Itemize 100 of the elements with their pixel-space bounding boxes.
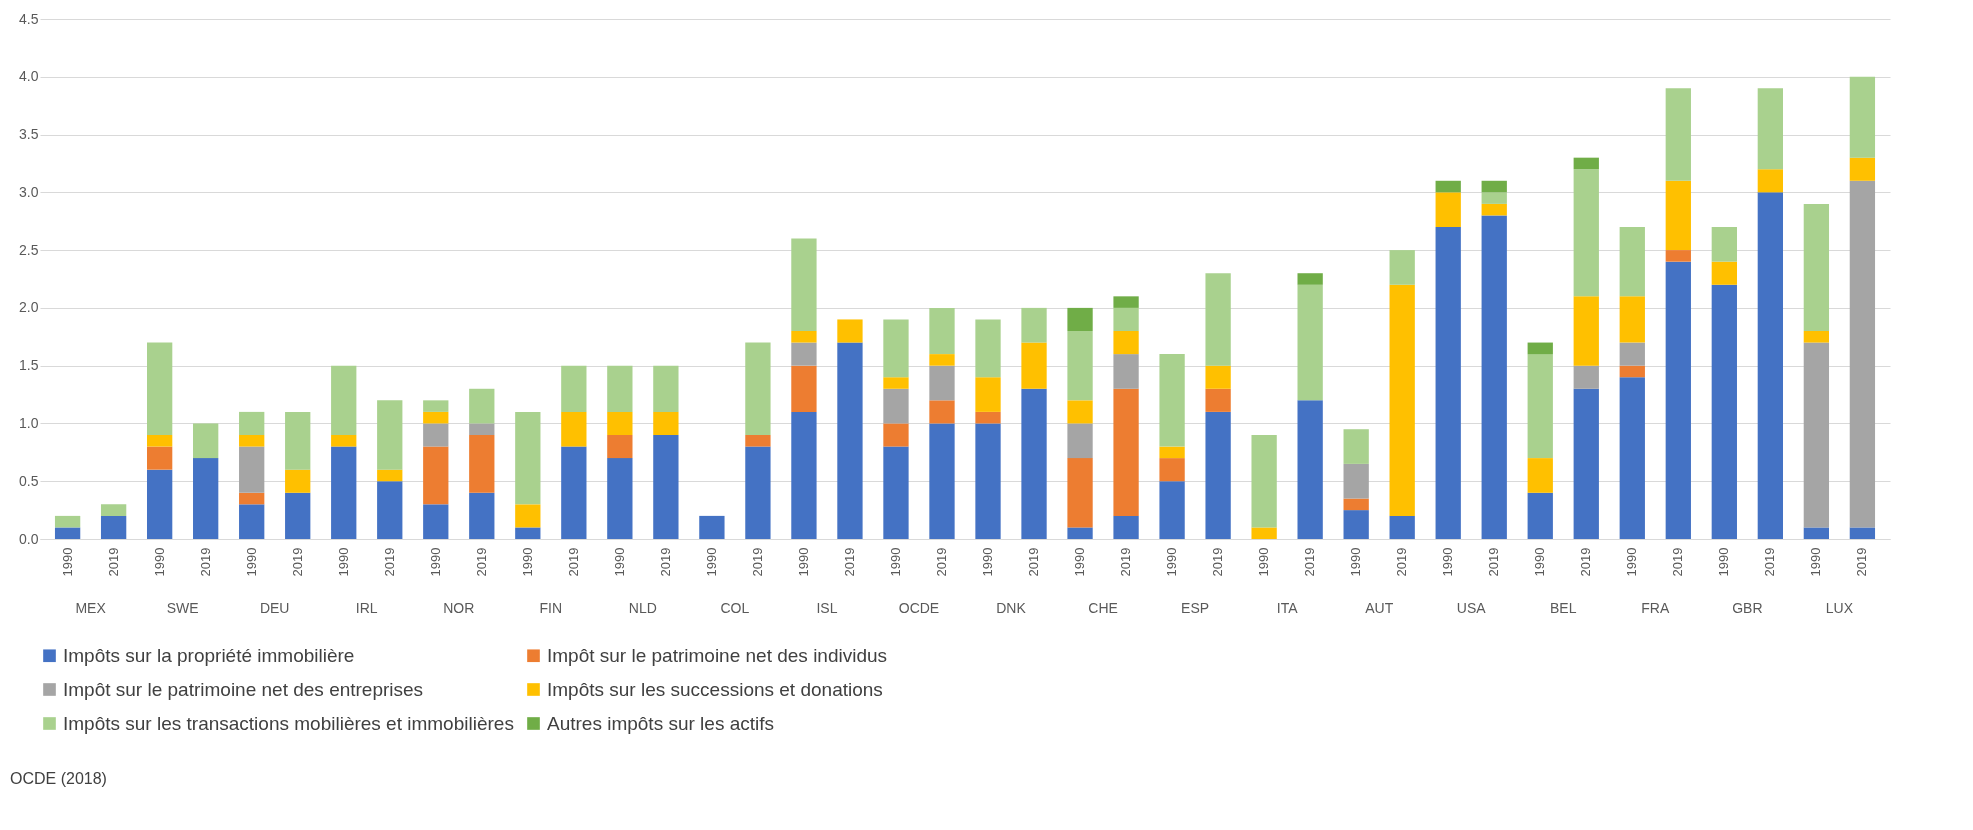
bar bbox=[929, 423, 955, 539]
bar bbox=[100, 504, 127, 516]
x-tick-label: 1990 bbox=[887, 547, 903, 577]
bar bbox=[1619, 342, 1645, 366]
bar bbox=[607, 411, 633, 435]
y-tick-label: 1.0 bbox=[19, 414, 39, 431]
bar bbox=[653, 411, 679, 435]
bar bbox=[1067, 458, 1093, 528]
x-tick-label: 2019 bbox=[381, 547, 397, 577]
bar bbox=[1803, 342, 1830, 528]
bar bbox=[1711, 227, 1737, 262]
bar bbox=[791, 331, 817, 343]
bar bbox=[1849, 180, 1876, 528]
bar bbox=[239, 504, 265, 539]
x-tick-label: 2019 bbox=[1210, 547, 1226, 577]
x-tick-label: 1990 bbox=[980, 547, 996, 577]
bar bbox=[515, 527, 541, 539]
bar bbox=[929, 400, 955, 424]
bar bbox=[1159, 458, 1185, 482]
text: NOR bbox=[443, 600, 475, 616]
bar bbox=[653, 435, 679, 539]
bar bbox=[1757, 192, 1783, 539]
bar bbox=[1435, 227, 1461, 539]
bar bbox=[837, 342, 863, 539]
bar bbox=[791, 342, 817, 366]
bar bbox=[607, 458, 633, 539]
bar bbox=[423, 504, 449, 539]
bar bbox=[147, 435, 173, 447]
bar bbox=[331, 446, 357, 539]
text: LUX bbox=[1825, 600, 1854, 616]
bar bbox=[1113, 354, 1139, 389]
bar bbox=[561, 411, 587, 447]
bar bbox=[1435, 180, 1461, 193]
bar bbox=[1297, 273, 1323, 285]
x-tick-label: 1990 bbox=[1808, 547, 1824, 577]
bar bbox=[883, 423, 909, 447]
x-tick-label: 2019 bbox=[197, 547, 213, 577]
bar bbox=[1113, 296, 1139, 308]
y-tick-label: 4.0 bbox=[19, 68, 39, 85]
bar bbox=[1389, 515, 1415, 539]
bar bbox=[515, 504, 541, 528]
bar bbox=[469, 388, 495, 424]
x-tick-label: 2019 bbox=[1854, 547, 1870, 577]
legend-label: Impôts sur les successions et donations bbox=[547, 678, 883, 700]
text: FRA bbox=[1641, 600, 1670, 616]
bar bbox=[1067, 400, 1093, 424]
bar bbox=[1297, 400, 1323, 539]
bar bbox=[653, 365, 679, 412]
text: CHE bbox=[1088, 600, 1118, 616]
bar bbox=[285, 411, 311, 470]
x-tick-label: 1990 bbox=[611, 547, 627, 577]
x-tick-label: 1990 bbox=[1716, 547, 1732, 577]
bar bbox=[1573, 365, 1599, 389]
bar bbox=[883, 319, 909, 378]
bar bbox=[1481, 215, 1507, 539]
text: AUT bbox=[1365, 600, 1394, 616]
bar bbox=[147, 469, 173, 539]
bar bbox=[1159, 481, 1185, 539]
x-tick-label: 2019 bbox=[1026, 547, 1042, 577]
bar bbox=[1711, 284, 1737, 539]
bar bbox=[1205, 273, 1231, 366]
x-tick-label: 1990 bbox=[1532, 547, 1548, 577]
text: SWE bbox=[166, 600, 199, 616]
bar bbox=[607, 435, 633, 459]
bar bbox=[561, 365, 587, 412]
bar bbox=[1665, 88, 1691, 181]
bar bbox=[1389, 250, 1415, 285]
bar bbox=[1205, 365, 1231, 389]
x-tick-label: 2019 bbox=[1486, 547, 1502, 577]
bar bbox=[515, 411, 541, 505]
x-tick-label: 1990 bbox=[335, 547, 351, 577]
bar bbox=[331, 365, 357, 435]
bar bbox=[1573, 157, 1599, 170]
bar bbox=[1113, 515, 1139, 539]
bar bbox=[791, 411, 817, 539]
bar bbox=[377, 481, 403, 539]
y-tick-label: 4.5 bbox=[19, 10, 39, 27]
bar bbox=[1205, 388, 1231, 412]
bar bbox=[239, 492, 265, 505]
bar bbox=[239, 435, 265, 447]
y-tick-label: 0.5 bbox=[19, 472, 39, 489]
text: DEU bbox=[259, 600, 290, 616]
x-tick-label: 1990 bbox=[1164, 547, 1180, 577]
bar bbox=[1527, 458, 1553, 493]
x-tick-label: 2019 bbox=[105, 547, 121, 577]
bar bbox=[1665, 250, 1691, 262]
x-tick-label: 1990 bbox=[1072, 547, 1088, 577]
bar bbox=[1113, 307, 1139, 331]
bar bbox=[331, 435, 357, 447]
bar bbox=[377, 400, 403, 470]
y-tick-label: 3.5 bbox=[19, 126, 39, 143]
bar bbox=[1067, 527, 1093, 539]
bar bbox=[1343, 429, 1369, 464]
bar bbox=[54, 527, 81, 539]
x-tick-label: 2019 bbox=[289, 547, 305, 577]
bar bbox=[1205, 411, 1231, 539]
text: OCDE (2018) bbox=[10, 770, 107, 787]
bar bbox=[975, 319, 1001, 378]
bar bbox=[561, 446, 587, 539]
bar bbox=[1711, 261, 1737, 285]
